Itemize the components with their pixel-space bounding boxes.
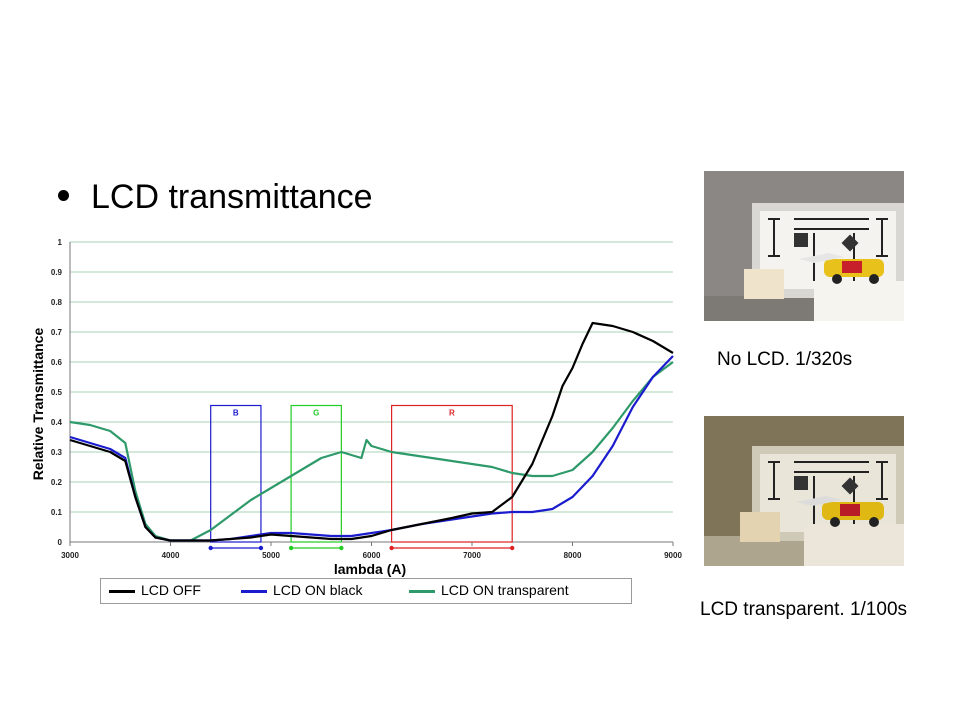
x-tick-label: 6000 bbox=[363, 551, 381, 560]
chart-series bbox=[69, 321, 674, 542]
band-label-R: R bbox=[449, 409, 455, 418]
band-B bbox=[210, 404, 262, 543]
legend-label-black: LCD ON black bbox=[273, 582, 363, 598]
x-tick-label: 3000 bbox=[61, 551, 79, 560]
x-axis-label: lambda (A) bbox=[334, 561, 406, 577]
band-marker-R bbox=[510, 545, 515, 551]
y-tick-label: 0.9 bbox=[51, 268, 63, 277]
photo-lcd-transparent-caption: LCD transparent. 1/100s bbox=[700, 599, 908, 620]
y-tick-label: 0.6 bbox=[51, 358, 63, 367]
band-marker-G bbox=[339, 545, 344, 551]
x-tick-label: 9000 bbox=[664, 551, 682, 560]
y-axis-label: Relative Transmittance bbox=[30, 328, 46, 481]
photo-lcd-transparent bbox=[704, 416, 904, 566]
y-tick-label: 0 bbox=[58, 538, 63, 547]
slide-bullet: LCD transmittance bbox=[58, 178, 373, 217]
band-R bbox=[391, 404, 513, 543]
legend-label-off: LCD OFF bbox=[141, 582, 201, 598]
y-tick-label: 0.7 bbox=[51, 328, 63, 337]
photo-no-lcd-caption: No LCD. 1/320s bbox=[717, 349, 853, 370]
band-marker-B bbox=[208, 545, 213, 551]
legend-swatch-off bbox=[109, 590, 135, 593]
series-line-1 bbox=[69, 355, 674, 542]
photo-no-lcd-image bbox=[704, 171, 904, 321]
y-tick-label: 1 bbox=[58, 238, 63, 247]
series-line-2 bbox=[69, 361, 674, 542]
y-tick-label: 0.5 bbox=[51, 388, 63, 397]
y-tick-label: 0.3 bbox=[51, 448, 63, 457]
chart-ticks: 0 0.1 0.2 0.3 0.4 0.5 0.6 0.7 0.8 0.9 1 3000 4000 500… bbox=[51, 238, 683, 560]
band-label-B: B bbox=[233, 409, 239, 418]
y-tick-label: 0.8 bbox=[51, 298, 63, 307]
bullet-text: LCD transmittance bbox=[91, 178, 373, 216]
band-marker-B bbox=[258, 545, 264, 551]
band-marker-R bbox=[389, 545, 394, 551]
band-marker-G bbox=[288, 545, 294, 551]
legend-swatch-transparent bbox=[409, 590, 435, 593]
chart-grid bbox=[69, 241, 673, 543]
chart-legend: LCD OFF LCD ON black LCD ON transparent bbox=[100, 578, 632, 604]
band-G bbox=[290, 404, 342, 543]
series-line-0 bbox=[69, 321, 674, 542]
legend-label-transparent: LCD ON transparent bbox=[441, 582, 569, 598]
bullet-dot-icon bbox=[58, 189, 69, 201]
y-tick-label: 0.2 bbox=[51, 478, 63, 487]
x-tick-label: 8000 bbox=[564, 551, 582, 560]
x-tick-label: 5000 bbox=[262, 551, 280, 560]
photo-lcd-transparent-image bbox=[704, 416, 904, 566]
photo-no-lcd bbox=[704, 171, 904, 321]
x-tick-label: 7000 bbox=[463, 551, 481, 560]
band-label-G: G bbox=[313, 409, 319, 418]
x-tick-label: 4000 bbox=[162, 551, 180, 560]
legend-swatch-black bbox=[241, 590, 267, 593]
y-tick-label: 0.1 bbox=[51, 508, 63, 517]
y-tick-label: 0.4 bbox=[51, 418, 63, 427]
